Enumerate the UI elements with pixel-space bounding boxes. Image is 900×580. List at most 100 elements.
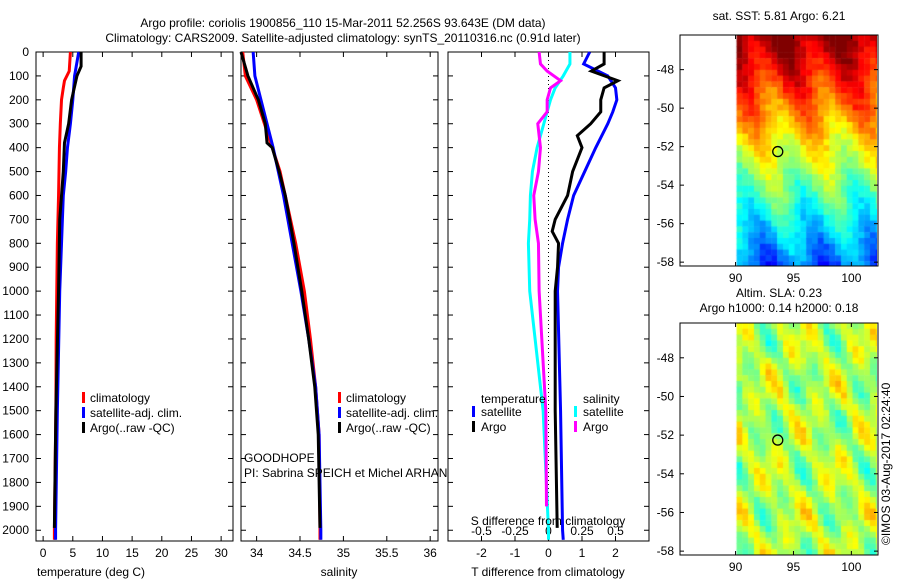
y-tick-label: 500 [9, 165, 29, 179]
legend-entry: satellite-adj. clim. [90, 406, 182, 420]
y-tick-label: 1300 [2, 356, 29, 370]
figure-title-line1: Argo profile: coriolis 1900856_110 15-Ma… [140, 16, 545, 30]
x2-tick-label: 0.25 [570, 524, 594, 538]
x-tick-label: 90 [729, 271, 743, 285]
y-tick-label: -54 [657, 178, 675, 192]
y-tick-label: 1700 [2, 452, 29, 466]
argo-location-marker [772, 434, 784, 446]
legend-swatch [82, 392, 85, 403]
axes-box [679, 34, 879, 267]
legend-entry: Argo(..raw -QC) [90, 421, 175, 435]
y-tick-label: -56 [657, 505, 675, 519]
y-tick-label: -50 [657, 389, 675, 403]
y-tick-label: 1500 [2, 404, 29, 418]
x-tick-label: -2 [476, 546, 487, 560]
x-tick-label: 15 [125, 546, 139, 560]
sst-map-panel: 90 95 100 -48 -50 -52 -54 -56 -58 [657, 34, 879, 285]
legend-swatch [82, 407, 85, 418]
sla-map-subtitle: Argo h1000: 0.14 h2000: 0.18 [700, 301, 859, 315]
salinity-panel: 34 34.5 35 35.5 36 climatologysatellite-adj. … [239, 51, 439, 560]
y-tick-label: 1600 [2, 428, 29, 442]
y-tick-label: 600 [9, 188, 29, 202]
x-tick-label: 5 [69, 546, 76, 560]
x2-tick-label: -0.5 [471, 524, 492, 538]
sla-map-image [681, 323, 877, 555]
x-tick-label: 0 [545, 546, 552, 560]
x-tick-label: 34.5 [288, 546, 312, 560]
sla-map-title: Altim. SLA: 0.23 [736, 286, 822, 300]
y-tick-label: 900 [9, 260, 29, 274]
y-tick-label: 0 [22, 45, 29, 59]
pi-label: PI: Sabrina SPEICH et Michel ARHAN [244, 466, 447, 480]
y-tick-label: -52 [657, 428, 675, 442]
x-tick-label: 35.5 [375, 546, 399, 560]
legend-entry: climatology [346, 391, 406, 405]
axes-box [240, 51, 439, 542]
x-tick-label: 1 [579, 546, 586, 560]
legend-swatch [338, 422, 341, 433]
x-tick-label: 95 [787, 560, 801, 574]
y-tick-label: -56 [657, 217, 675, 231]
series-line-argo-raw-qc- [239, 51, 322, 528]
sst-map-title: sat. SST: 5.81 Argo: 6.21 [713, 9, 846, 23]
y-tick-label: 100 [9, 69, 29, 83]
y-tick-label: 1800 [2, 475, 29, 489]
series-line-s-satellite [526, 52, 572, 540]
legend-swatch [472, 421, 475, 432]
legend-title-salinity: salinity [583, 392, 620, 406]
sla-map-panel: 90 95 100 -48 -50 -52 -54 -56 -58 [657, 322, 879, 574]
y-tick-label: 1900 [2, 499, 29, 513]
x-tick-label: 100 [841, 271, 861, 285]
temperature-xlabel: temperature (deg C) [37, 565, 145, 579]
y-tick-label: 1000 [2, 284, 29, 298]
series-line-argo-raw-qc- [52, 52, 83, 528]
x-tick-label: 2 [612, 546, 619, 560]
y-tick-label: -54 [657, 467, 675, 481]
x-tick-label: 95 [787, 271, 801, 285]
salinity-xlabel: salinity [321, 565, 358, 579]
y-tick-label: -48 [657, 63, 675, 77]
y-tick-label: 300 [9, 117, 29, 131]
x-tick-label: 10 [96, 546, 110, 560]
x-tick-label: 34 [250, 546, 264, 560]
imos-timestamp: ©IMOS 03-Aug-2017 02:24:40 [879, 382, 893, 545]
x-tick-label: 35 [337, 546, 351, 560]
axes-box [679, 322, 879, 556]
x-tick-label: 25 [185, 546, 199, 560]
legend-swatch [574, 421, 577, 432]
y-tick-label: 400 [9, 141, 29, 155]
y-tick-label: 1400 [2, 380, 29, 394]
legend-entry: satellite [583, 405, 624, 419]
axes-box [35, 51, 234, 542]
legend-title-temperature: temperature [481, 392, 546, 406]
series-line-s-argo [532, 51, 564, 507]
legend-entry: climatology [90, 391, 150, 405]
x-tick-label: 36 [424, 546, 438, 560]
temperature-panel: 0 5 10 15 20 25 300100200300400500600700800900… [2, 45, 234, 560]
x-tick-label: -1 [510, 546, 521, 560]
legend-entry: satellite [481, 405, 522, 419]
legend-swatch [472, 406, 475, 417]
x-tick-label: 30 [214, 546, 228, 560]
legend-entry: Argo(..raw -QC) [346, 421, 431, 435]
x-tick-label: 0 [40, 546, 47, 560]
y-tick-label: 800 [9, 236, 29, 250]
t-difference-xlabel: T difference from climatology [471, 565, 625, 579]
x-tick-label: 20 [155, 546, 169, 560]
y-tick-label: 200 [9, 93, 29, 107]
y-tick-label: -58 [657, 544, 675, 558]
y-tick-label: -48 [657, 351, 675, 365]
legend-entry: Argo [481, 420, 507, 434]
y-tick-label: 1100 [3, 308, 29, 322]
legend: temperature salinitysatelliteArgosatellit… [472, 392, 624, 434]
legend-swatch [574, 406, 577, 417]
legend-swatch [338, 407, 341, 418]
x-tick-label: 90 [729, 560, 743, 574]
y-tick-label: 2000 [2, 523, 29, 537]
y-tick-label: -50 [657, 101, 675, 115]
s-difference-xlabel: S difference from climatology [471, 514, 626, 528]
